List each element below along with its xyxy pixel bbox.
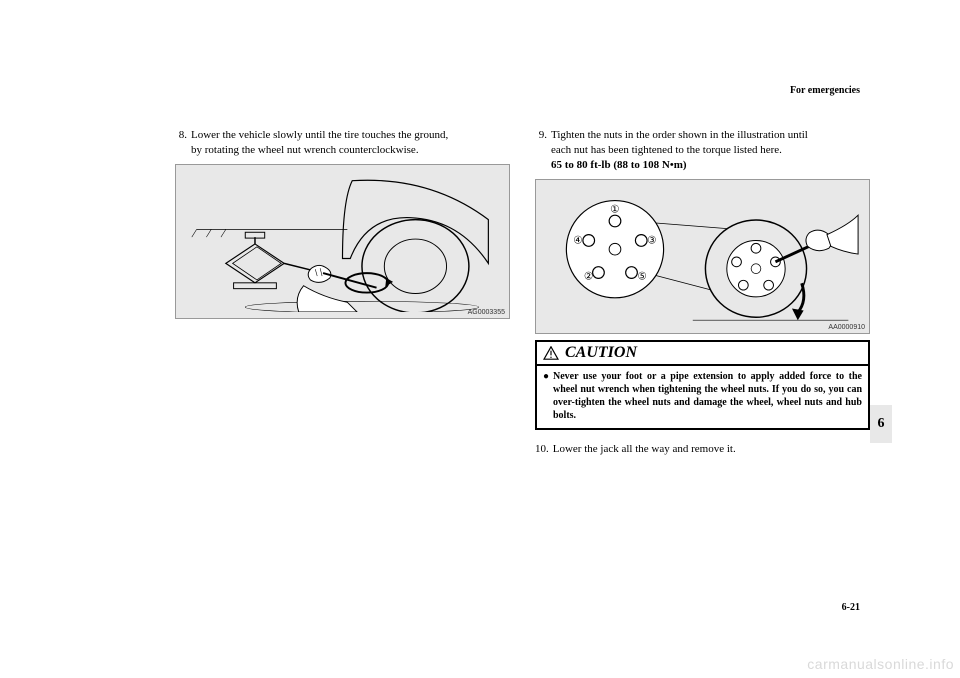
figure-nut-order: ① ③ ⑤ ② ④ [535,179,870,334]
nut-order-illustration: ① ③ ⑤ ② ④ [542,186,863,327]
right-column: 9. Tighten the nuts in the order shown i… [535,128,870,460]
caution-header: CAUTION [537,342,868,366]
step-10: 10. Lower the jack all the way and remov… [535,442,870,457]
step-line: Lower the vehicle slowly until the tire … [191,128,510,143]
page-number: 6-21 [842,602,860,613]
order-2: ② [584,270,594,282]
caution-text: Never use your foot or a pipe extension … [553,370,862,422]
order-5: ⑤ [637,270,647,282]
step-text: Lower the jack all the way and remove it… [553,442,870,457]
order-4: ④ [573,234,583,246]
step-number: 9. [535,128,551,173]
step-number: 10. [535,442,553,457]
caution-body: ● Never use your foot or a pipe extensio… [537,366,868,428]
jack-illustration [182,171,503,312]
figure-id: AG0003355 [468,309,505,316]
step-9: 9. Tighten the nuts in the order shown i… [535,128,870,173]
warning-icon [543,346,559,360]
step-text: Lower the vehicle slowly until the tire … [191,128,510,158]
order-1: ① [610,203,620,215]
step-line: each nut has been tightened to the torqu… [551,143,870,158]
figure-jack-lowering: AG0003355 [175,164,510,319]
chapter-tab: 6 [870,405,892,443]
two-column-layout: 8. Lower the vehicle slowly until the ti… [175,128,870,460]
bullet-icon: ● [543,370,553,422]
order-3: ③ [647,234,657,246]
step-line: by rotating the wheel nut wrench counter… [191,143,510,158]
caution-box: CAUTION ● Never use your foot or a pipe … [535,340,870,430]
caution-title: CAUTION [565,344,637,362]
torque-spec: 65 to 80 ft-lb (88 to 108 N•m) [551,158,870,173]
step-line: Tighten the nuts in the order shown in t… [551,128,870,143]
left-column: 8. Lower the vehicle slowly until the ti… [175,128,510,460]
figure-id: AA0000910 [828,324,865,331]
watermark: carmanualsonline.info [807,656,954,672]
step-text: Tighten the nuts in the order shown in t… [551,128,870,173]
manual-page: For emergencies 8. Lower the vehicle slo… [0,0,960,678]
step-number: 8. [175,128,191,158]
step-8: 8. Lower the vehicle slowly until the ti… [175,128,510,158]
section-header: For emergencies [790,85,860,96]
